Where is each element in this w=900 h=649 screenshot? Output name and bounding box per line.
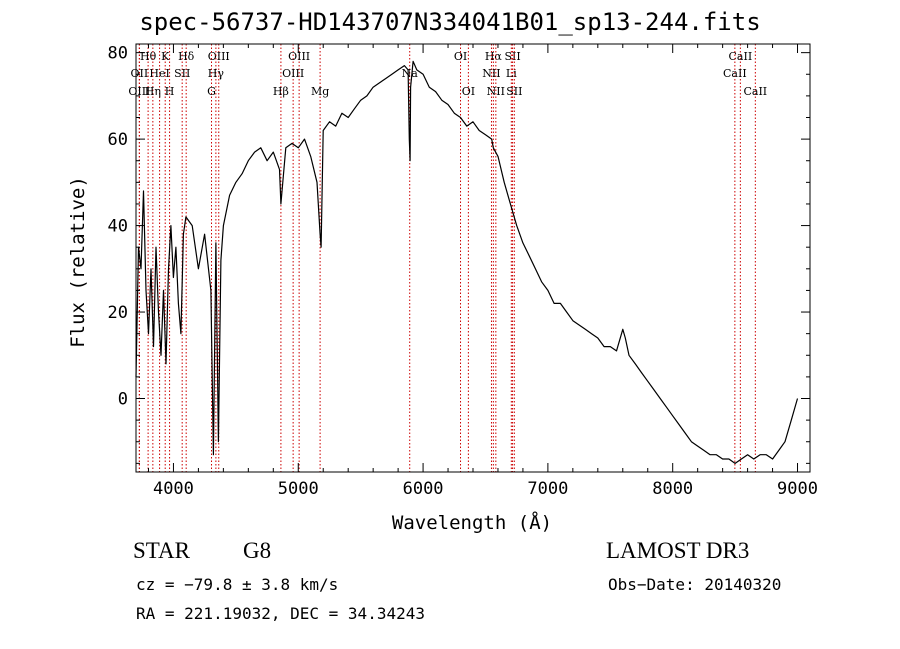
- line-marker-label: OI: [462, 85, 475, 98]
- object-class: STAR: [133, 538, 190, 563]
- spectrum-line: [135, 60, 799, 464]
- line-marker-label: Hα: [485, 50, 503, 63]
- line-marker-label: SII: [506, 85, 522, 98]
- chart-title: spec-56737-HD143707N334041B01_sp13-244.f…: [139, 8, 761, 36]
- line-marker-label: OIII: [288, 50, 310, 63]
- line-marker-label: H: [165, 85, 175, 98]
- line-marker-label: SII: [504, 50, 520, 63]
- line-marker-label: Hδ: [178, 50, 195, 63]
- y-tick-label: 80: [108, 44, 128, 64]
- y-tick-label: 60: [108, 130, 128, 150]
- line-marker-label: CaII: [729, 50, 753, 63]
- line-marker-label: OIII: [208, 50, 230, 63]
- y-tick-label: 40: [108, 217, 128, 237]
- object-subclass: G8: [243, 538, 272, 563]
- x-tick-label: 8000: [652, 479, 693, 499]
- line-marker-label: CaII: [743, 85, 767, 98]
- x-tick-label: 9000: [777, 479, 818, 499]
- x-tick-label: 7000: [527, 479, 568, 499]
- y-axis-label: Flux (relative): [67, 176, 89, 348]
- line-marker-label: Li: [506, 67, 517, 80]
- line-marker-label: Na: [402, 67, 419, 80]
- x-tick-label: 4000: [153, 479, 194, 499]
- survey-name: LAMOST DR3: [606, 538, 750, 563]
- line-marker-label: OIII: [128, 85, 150, 98]
- line-marker-label: Hβ: [273, 85, 289, 98]
- line-marker-label: OIII: [282, 67, 304, 80]
- line-marker-label: SII: [174, 67, 190, 80]
- redshift-cz: cz = −79.8 ± 3.8 km/s: [136, 575, 339, 594]
- plot-frame: [135, 43, 811, 473]
- observation-date: Obs−Date: 20140320: [608, 575, 782, 594]
- line-marker-label: NII: [482, 67, 500, 80]
- line-marker-label: Hγ: [208, 67, 225, 80]
- line-marker-label: HeI: [149, 67, 169, 80]
- line-marker-label: OI: [454, 50, 467, 63]
- x-tick-label: 6000: [403, 479, 444, 499]
- line-marker-label: Hθ: [140, 50, 157, 63]
- x-axis-label: Wavelength (Å): [391, 512, 553, 534]
- ra-dec-coordinates: RA = 221.19032, DEC = 34.34243: [136, 604, 425, 623]
- y-tick-label: 20: [108, 303, 128, 323]
- line-marker-label: NII: [487, 85, 505, 98]
- line-marker-label: G: [207, 85, 216, 98]
- line-marker-label: Mg: [311, 85, 329, 98]
- line-marker-label: Hη: [145, 85, 161, 98]
- x-tick-label: 5000: [278, 479, 319, 499]
- y-tick-label: 0: [118, 390, 128, 410]
- line-marker-label: K: [161, 50, 170, 63]
- line-marker-label: CaII: [723, 67, 747, 80]
